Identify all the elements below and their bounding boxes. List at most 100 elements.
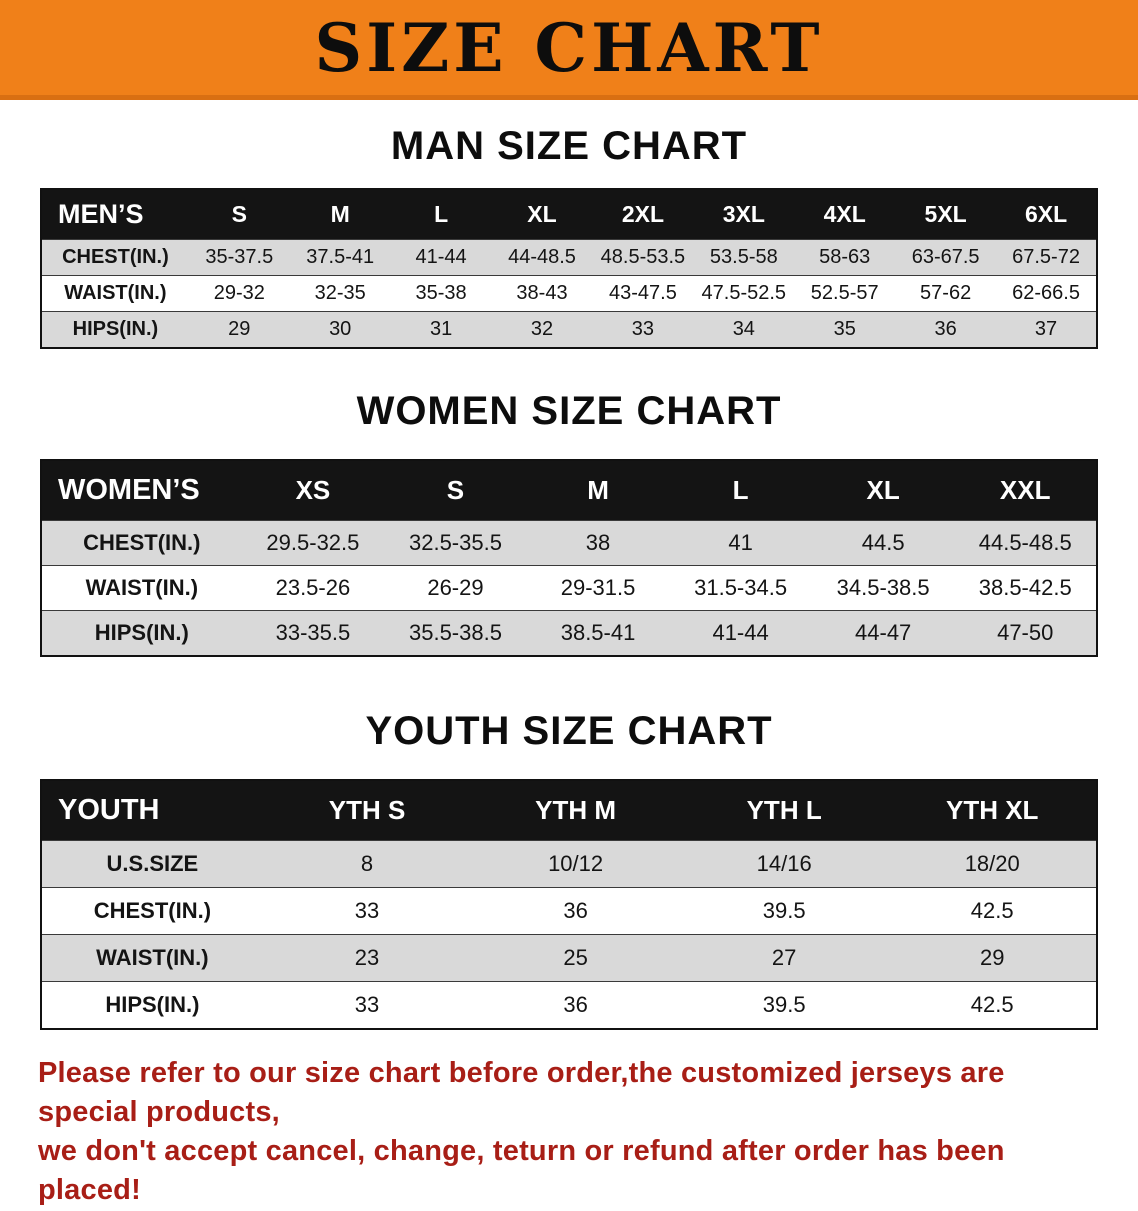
youth-size-table: YOUTH YTH S YTH M YTH L YTH XL U.S.SIZE 8 10/12… — [40, 779, 1098, 1030]
size-value: 42.5 — [888, 981, 1097, 1029]
column-header: 5XL — [895, 189, 997, 240]
column-header: M — [526, 460, 670, 521]
size-value: 29-31.5 — [526, 565, 670, 611]
table-row: HIPS(IN.) 33 36 39.5 42.5 — [41, 981, 1097, 1029]
size-value: 14/16 — [679, 840, 889, 888]
size-value: 32-35 — [289, 275, 391, 312]
column-header: MEN’S — [41, 189, 189, 240]
size-value: 35-37.5 — [188, 239, 290, 276]
size-value: 48.5-53.5 — [592, 239, 694, 276]
size-value: 38.5-41 — [526, 610, 670, 656]
column-header: YTH XL — [888, 780, 1097, 841]
disclaimer: Please refer to our size chart before or… — [38, 1054, 1100, 1211]
table-row: HIPS(IN.) 29 30 31 32 33 34 35 36 37 — [41, 311, 1097, 348]
size-value: 41-44 — [669, 610, 812, 656]
table-row: CHEST(IN.) 29.5-32.5 32.5-35.5 38 41 44.5 44.5… — [41, 520, 1097, 566]
men-size-chart-section: MAN SIZE CHART MEN’S S M L XL 2XL 3XL 4XL 5XL 6XL… — [0, 124, 1138, 349]
size-value: 26-29 — [384, 565, 527, 611]
size-value: 38.5-42.5 — [954, 565, 1097, 611]
youth-section-heading: YOUTH SIZE CHART — [365, 709, 773, 753]
column-header: 3XL — [693, 189, 795, 240]
disclaimer-line-1: Please refer to our size chart before or… — [38, 1057, 1005, 1129]
row-label: CHEST(IN.) — [41, 239, 189, 276]
column-header: L — [669, 460, 812, 521]
size-value: 36 — [471, 887, 680, 935]
size-value: 23.5-26 — [241, 565, 385, 611]
size-value: 67.5-72 — [996, 239, 1097, 276]
row-label: U.S.SIZE — [41, 840, 263, 888]
size-value: 39.5 — [679, 887, 889, 935]
row-label: WAIST(IN.) — [41, 934, 263, 982]
youth-size-chart-section: YOUTH SIZE CHART YOUTH YTH S YTH M YTH L YTH… — [0, 709, 1138, 1030]
table-row: CHEST(IN.) 35-37.5 37.5-41 41-44 44-48.5 48.5… — [41, 239, 1097, 276]
size-value: 25 — [471, 934, 680, 982]
size-value: 37 — [996, 311, 1097, 348]
row-label: CHEST(IN.) — [41, 520, 242, 566]
women-section-heading: WOMEN SIZE CHART — [356, 389, 782, 433]
size-value: 32 — [491, 311, 593, 348]
column-header: 4XL — [794, 189, 896, 240]
men-section-heading: MAN SIZE CHART — [390, 124, 748, 168]
table-header-row: MEN’S S M L XL 2XL 3XL 4XL 5XL 6XL — [41, 189, 1097, 240]
column-header: S — [188, 189, 290, 240]
table-row: CHEST(IN.) 33 36 39.5 42.5 — [41, 887, 1097, 935]
size-value: 47.5-52.5 — [693, 275, 795, 312]
table-row: HIPS(IN.) 33-35.5 35.5-38.5 38.5-41 41-44 44-… — [41, 610, 1097, 656]
size-value: 29.5-32.5 — [241, 520, 385, 566]
row-label: HIPS(IN.) — [41, 981, 263, 1029]
size-value: 32.5-35.5 — [384, 520, 527, 566]
size-value: 38-43 — [491, 275, 593, 312]
size-value: 30 — [289, 311, 391, 348]
size-value: 44.5-48.5 — [954, 520, 1097, 566]
column-header: XS — [241, 460, 385, 521]
size-value: 31.5-34.5 — [669, 565, 812, 611]
size-value: 44.5 — [811, 520, 955, 566]
size-value: 57-62 — [895, 275, 997, 312]
column-header: WOMEN’S — [41, 460, 242, 521]
women-size-chart-section: WOMEN SIZE CHART WOMEN’S XS S M L XL XXL CHEST(… — [0, 389, 1138, 657]
column-header: YTH L — [679, 780, 889, 841]
men-size-table: MEN’S S M L XL 2XL 3XL 4XL 5XL 6XL CHEST(IN.) 35-37… — [40, 188, 1098, 349]
women-size-table: WOMEN’S XS S M L XL XXL CHEST(IN.) 29.5-32.5 32.5… — [40, 459, 1098, 657]
size-value: 62-66.5 — [996, 275, 1097, 312]
column-header: YOUTH — [41, 780, 263, 841]
size-value: 41 — [669, 520, 812, 566]
size-value: 43-47.5 — [592, 275, 694, 312]
size-value: 36 — [895, 311, 997, 348]
size-value: 34.5-38.5 — [811, 565, 955, 611]
banner: SIZE CHART — [0, 0, 1138, 100]
size-value: 58-63 — [794, 239, 896, 276]
size-value: 29 — [188, 311, 290, 348]
column-header: XXL — [954, 460, 1097, 521]
column-header: 6XL — [996, 189, 1097, 240]
size-value: 31 — [390, 311, 492, 348]
row-label: WAIST(IN.) — [41, 275, 189, 312]
column-header: XL — [811, 460, 955, 521]
size-value: 35.5-38.5 — [384, 610, 527, 656]
size-value: 23 — [262, 934, 472, 982]
table-header-row: YOUTH YTH S YTH M YTH L YTH XL — [41, 780, 1097, 841]
disclaimer-line-2: we don't accept cancel, change, teturn o… — [38, 1135, 1005, 1207]
size-value: 63-67.5 — [895, 239, 997, 276]
size-value: 44-48.5 — [491, 239, 593, 276]
column-header: 2XL — [592, 189, 694, 240]
size-value: 18/20 — [888, 840, 1097, 888]
table-row: WAIST(IN.) 29-32 32-35 35-38 38-43 43-47.5 47.… — [41, 275, 1097, 312]
table-header-row: WOMEN’S XS S M L XL XXL — [41, 460, 1097, 521]
size-value: 38 — [526, 520, 670, 566]
size-value: 47-50 — [954, 610, 1097, 656]
size-value: 36 — [471, 981, 680, 1029]
column-header: M — [289, 189, 391, 240]
column-header: YTH S — [262, 780, 472, 841]
size-value: 33-35.5 — [241, 610, 385, 656]
row-label: CHEST(IN.) — [41, 887, 263, 935]
table-row: WAIST(IN.) 23.5-26 26-29 29-31.5 31.5-34.5 34… — [41, 565, 1097, 611]
table-row: U.S.SIZE 8 10/12 14/16 18/20 — [41, 840, 1097, 888]
size-value: 53.5-58 — [693, 239, 795, 276]
column-header: YTH M — [471, 780, 680, 841]
size-value: 8 — [262, 840, 472, 888]
size-value: 27 — [679, 934, 889, 982]
size-value: 44-47 — [811, 610, 955, 656]
size-value: 29-32 — [188, 275, 290, 312]
size-value: 41-44 — [390, 239, 492, 276]
